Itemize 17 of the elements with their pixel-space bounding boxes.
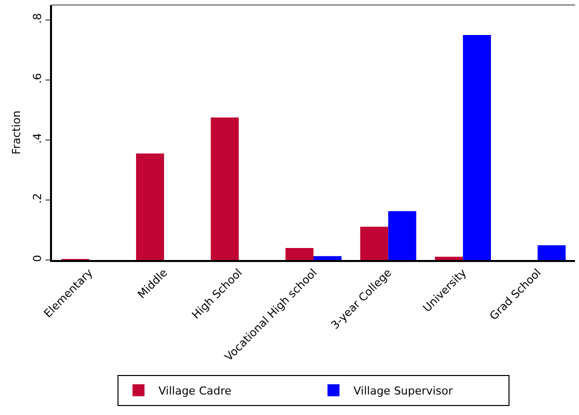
bar (314, 256, 342, 260)
y-tick-label: .4 (30, 133, 44, 144)
y-tick-label: .2 (30, 193, 44, 204)
bar (285, 248, 314, 260)
legend-label: Village Supervisor (354, 384, 454, 398)
bar (434, 256, 463, 260)
y-axis-title: Fraction (10, 110, 23, 154)
legend-label: Village Cadre (158, 384, 232, 398)
y-tick-label: .6 (30, 73, 44, 84)
y-tick-label: 0 (30, 254, 44, 262)
bar (136, 154, 164, 260)
y-tick-label: .8 (30, 13, 44, 24)
bar (210, 118, 239, 260)
bar (388, 211, 416, 260)
bar (462, 35, 491, 260)
bar (538, 245, 566, 260)
bar (360, 226, 388, 260)
